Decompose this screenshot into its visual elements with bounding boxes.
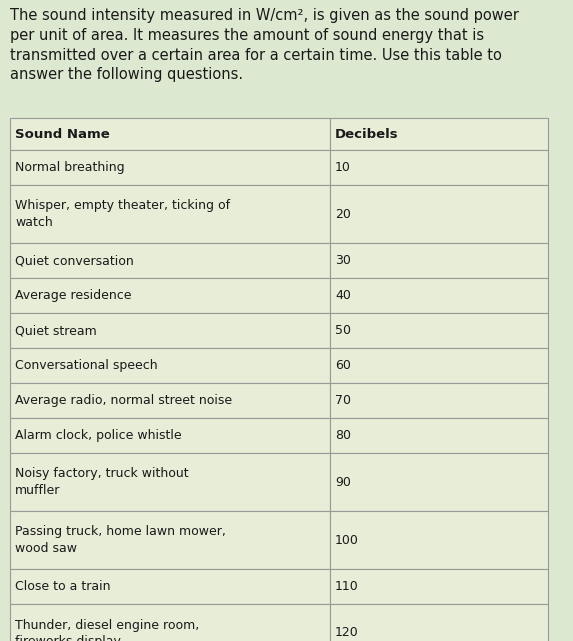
Bar	[10, 418, 330, 453]
Bar	[10, 150, 330, 185]
Text: Normal breathing: Normal breathing	[15, 161, 124, 174]
Bar	[330, 118, 548, 150]
Text: Average residence: Average residence	[15, 289, 131, 302]
Text: 50: 50	[335, 324, 351, 337]
Bar	[330, 278, 548, 313]
Bar	[330, 604, 548, 641]
Bar	[10, 453, 330, 511]
Text: Close to a train: Close to a train	[15, 580, 111, 593]
Bar	[10, 118, 330, 150]
Text: 70: 70	[335, 394, 351, 407]
Bar	[10, 278, 330, 313]
Bar	[330, 243, 548, 278]
Text: 120: 120	[335, 626, 359, 640]
Bar	[330, 150, 548, 185]
Bar	[10, 348, 330, 383]
Text: Alarm clock, police whistle: Alarm clock, police whistle	[15, 429, 182, 442]
Text: 90: 90	[335, 476, 351, 488]
Bar	[10, 185, 330, 243]
Bar	[330, 383, 548, 418]
Text: The sound intensity measured in W/cm², is given as the sound power
per unit of a: The sound intensity measured in W/cm², i…	[10, 8, 519, 83]
Text: Quiet conversation: Quiet conversation	[15, 254, 134, 267]
Text: Whisper, empty theater, ticking of
watch: Whisper, empty theater, ticking of watch	[15, 199, 230, 228]
Bar	[10, 383, 330, 418]
Bar	[330, 569, 548, 604]
Text: Quiet stream: Quiet stream	[15, 324, 97, 337]
Bar	[330, 313, 548, 348]
Text: Noisy factory, truck without
muffler: Noisy factory, truck without muffler	[15, 467, 189, 497]
Bar	[330, 511, 548, 569]
Text: 40: 40	[335, 289, 351, 302]
Bar	[10, 313, 330, 348]
Bar	[10, 511, 330, 569]
Text: 80: 80	[335, 429, 351, 442]
Bar	[10, 569, 330, 604]
Bar	[330, 348, 548, 383]
Bar	[10, 604, 330, 641]
Text: Sound Name: Sound Name	[15, 128, 110, 140]
Text: Passing truck, home lawn mower,
wood saw: Passing truck, home lawn mower, wood saw	[15, 526, 226, 554]
Text: 30: 30	[335, 254, 351, 267]
Text: Average radio, normal street noise: Average radio, normal street noise	[15, 394, 232, 407]
Text: 20: 20	[335, 208, 351, 221]
Bar	[330, 418, 548, 453]
Text: 60: 60	[335, 359, 351, 372]
Bar	[330, 453, 548, 511]
Text: 100: 100	[335, 533, 359, 547]
Bar	[330, 185, 548, 243]
Text: 110: 110	[335, 580, 359, 593]
Text: 10: 10	[335, 161, 351, 174]
Text: Thunder, diesel engine room,
fireworks display: Thunder, diesel engine room, fireworks d…	[15, 619, 199, 641]
Text: Conversational speech: Conversational speech	[15, 359, 158, 372]
Text: Decibels: Decibels	[335, 128, 399, 140]
Bar	[10, 243, 330, 278]
